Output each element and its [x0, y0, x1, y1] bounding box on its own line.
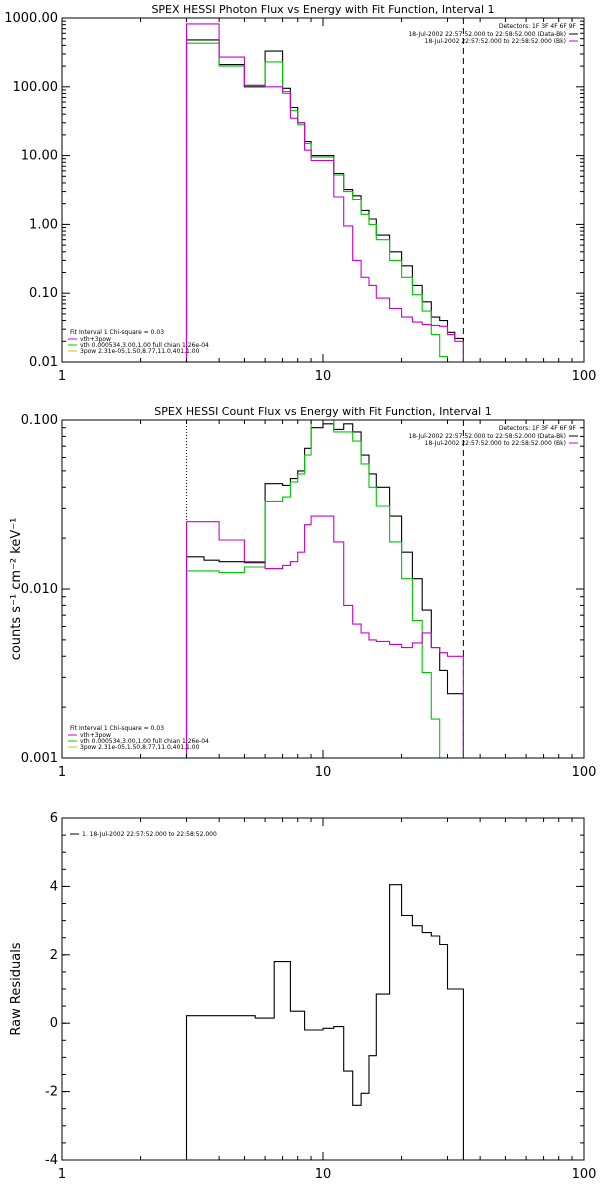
fit-legend-header: Fit Interval 1 Chi-square = 0.03 — [70, 329, 164, 336]
y-tick-label: 4 — [50, 879, 58, 894]
y-tick-label: 100.00 — [13, 80, 59, 95]
chart-title: SPEX HESSI Photon Flux vs Energy with Fi… — [151, 3, 494, 16]
y-tick-label: 2 — [50, 948, 58, 963]
fit-legend-entry: 3pow 2.31e-05,1.50,8.77,11.0,401,1.00 — [80, 744, 200, 751]
x-tick-label: 1 — [58, 765, 66, 780]
legend-entry-label: 18-Jul-2002 22:57:52.000 to 22:58:52.000… — [408, 433, 566, 440]
fit-legend-entry: 3pow 2.31e-05,1.50,8.77,11.0,401,1.00 — [80, 348, 200, 355]
plot-frame — [61, 817, 585, 1161]
fit-legend-entry: vth+3pow — [80, 336, 111, 343]
legend-entry-label: 18-Jul-2002 22:57:52.000 to 22:58:52.000… — [425, 38, 566, 45]
y-tick-label: 10.00 — [21, 149, 58, 164]
x-tick-label: 10 — [315, 1167, 332, 1182]
y-tick-label: 0.100 — [21, 413, 58, 428]
y-tick-label: 0.001 — [21, 751, 58, 766]
legend-entry-label: 1. 18-Jul-2002 22:57:52.000 to 22:58:52.… — [82, 831, 217, 838]
y-tick-label: -4 — [45, 1153, 58, 1168]
y-axis-label: counts s⁻¹ cm⁻² keV⁻¹ — [9, 518, 24, 661]
series-line-1 — [185, 39, 464, 362]
legend-header: Detectors: 1F 3F 4F 6F 9F — [499, 23, 577, 30]
fit-legend-entry: vth 0.000534,3.00,1.00 full chian 1.26e-… — [80, 738, 209, 745]
y-axis-label: Raw Residuals — [9, 942, 24, 1035]
x-tick-label: 1 — [58, 369, 66, 384]
y-tick-label: 1.00 — [29, 217, 58, 232]
series-line-2 — [185, 420, 464, 758]
y-tick-label: 0 — [50, 1016, 58, 1031]
fit-legend-entry: vth+3pow — [80, 732, 111, 739]
x-tick-label: 10 — [315, 765, 332, 780]
y-tick-label: 0.10 — [29, 286, 58, 301]
x-tick-label: 10 — [315, 369, 332, 384]
series-line-3 — [185, 515, 464, 758]
series-line-1 — [185, 884, 464, 1160]
series-line-1 — [185, 423, 464, 758]
chart-panel-3: Raw Residuals 1 10 100 -4 -2 0 2 4 6 1. 18-Jul-200… — [9, 811, 596, 1182]
chart-panel-1: SPEX HESSI Photon Flux vs Energy with Fi… — [4, 3, 596, 384]
fit-legend-header: Fit Interval 1 Chi-square = 0.03 — [70, 725, 164, 732]
fit-legend-entry: vth 0.000534,3.00,1.00 full chian 1.26e-… — [80, 342, 209, 349]
chart-title: SPEX HESSI Count Flux vs Energy with Fit… — [154, 405, 491, 418]
x-tick-label: 100 — [572, 765, 597, 780]
x-tick-label: 1 — [58, 1167, 66, 1182]
x-tick-label: 100 — [572, 369, 597, 384]
legend-entry-label: 18-Jul-2002 22:57:52.000 to 22:58:52.000… — [408, 31, 566, 38]
y-tick-label: 0.010 — [21, 582, 58, 597]
series-line-2 — [185, 42, 464, 362]
y-tick-label: 0.01 — [29, 355, 58, 370]
y-tick-label: 6 — [50, 811, 58, 826]
legend-entry-label: 18-Jul-2002 22:57:52.000 to 22:58:52.000… — [425, 440, 566, 447]
plot-frame — [61, 419, 585, 759]
chart-panel-2: SPEX HESSI Count Flux vs Energy with Fit… — [9, 405, 596, 780]
y-tick-label: -2 — [45, 1085, 58, 1100]
x-tick-label: 100 — [572, 1167, 597, 1182]
y-tick-label: 1000.00 — [4, 11, 58, 26]
legend-header: Detectors: 1F 3F 4F 6F 9F — [499, 425, 577, 432]
plot-frame — [61, 17, 585, 363]
series-line-3 — [185, 23, 464, 362]
